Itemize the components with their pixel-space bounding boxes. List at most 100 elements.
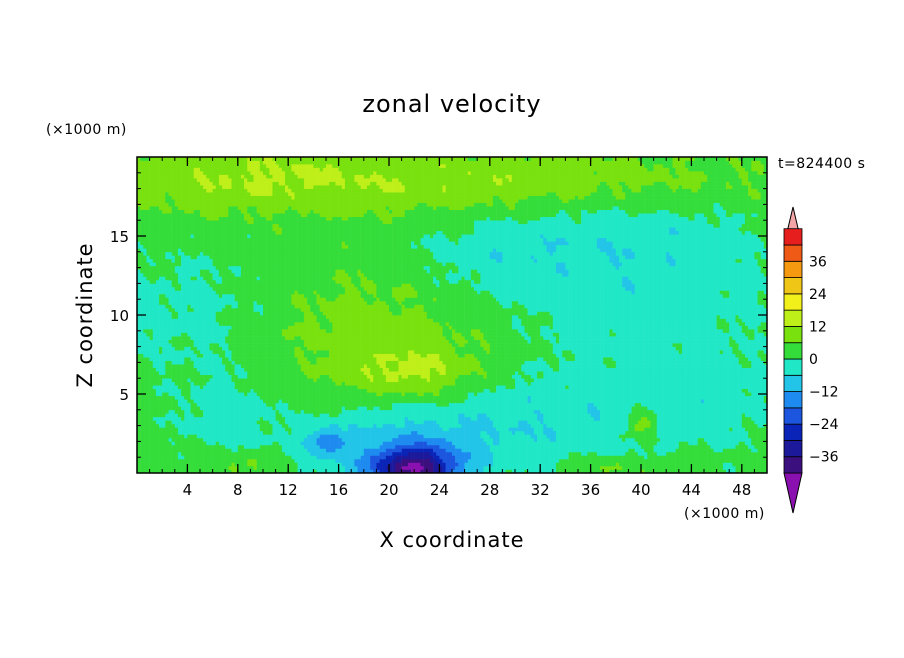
field-cell [650,448,653,452]
field-cell [575,410,578,414]
field-cell [591,403,594,407]
field-cell [748,399,751,403]
field-cell [572,462,575,466]
field-cell [285,452,288,456]
field-cell [408,431,411,435]
field-cell [238,438,241,442]
field-cell [219,466,222,470]
field-cell [565,413,568,417]
field-cell [389,445,392,449]
field-cell [587,385,590,389]
field-cell [323,438,326,442]
field-cell [572,455,575,459]
field-cell [531,466,534,470]
field-cell [487,452,490,456]
field-cell [663,445,666,449]
field-cell [191,385,194,389]
field-cell [449,399,452,403]
field-cell [247,396,250,400]
field-cell [704,420,707,424]
field-cell [402,452,405,456]
field-cell [600,452,603,456]
field-cell [329,462,332,466]
field-cell [584,448,587,452]
field-cell [713,462,716,466]
field-cell [502,417,505,421]
field-cell [282,434,285,438]
field-cell [673,399,676,403]
field-cell [758,399,761,403]
field-cell [191,455,194,459]
field-cell [269,462,272,466]
field-cell [247,445,250,449]
field-cell [411,438,414,442]
field-cell [439,455,442,459]
field-cell [235,396,238,400]
field-cell [550,462,553,466]
field-cell [616,462,619,466]
field-cell [572,420,575,424]
field-cell [493,385,496,389]
field-cell [159,396,162,400]
field-cell [641,403,644,407]
field-cell [600,424,603,428]
field-cell [484,389,487,393]
field-cell [537,431,540,435]
field-cell [191,441,194,445]
field-cell [329,431,332,435]
field-cell [203,455,206,459]
field-cell [250,420,253,424]
field-cell [578,424,581,428]
field-cell [263,399,266,403]
field-cell [191,452,194,456]
field-cell [295,462,298,466]
field-cell [414,448,417,452]
field-cell [720,385,723,389]
field-cell [569,417,572,421]
field-cell [543,459,546,463]
field-cell [348,389,351,393]
field-cell [203,413,206,417]
field-cell [506,438,509,442]
field-cell [685,466,688,470]
field-cell [203,431,206,435]
field-cell [317,424,320,428]
field-cell [411,417,414,421]
field-cell [235,459,238,463]
field-cell [238,424,241,428]
field-cell [710,417,713,421]
field-cell [405,410,408,414]
field-cell [650,431,653,435]
field-cell [487,399,490,403]
field-cell [288,459,291,463]
field-cell [414,413,417,417]
field-cell [282,452,285,456]
field-cell [534,427,537,431]
field-cell [279,392,282,396]
field-cell [562,420,565,424]
field-cell [150,392,153,396]
field-cell [758,455,761,459]
field-cell [584,452,587,456]
field-cell [247,389,250,393]
field-cell [641,459,644,463]
field-cell [197,441,200,445]
field-cell [342,410,345,414]
field-cell [606,389,609,393]
field-cell [591,385,594,389]
field-cell [682,406,685,410]
field-cell [534,445,537,449]
field-cell [203,406,206,410]
field-cell [335,455,338,459]
field-cell [191,389,194,393]
field-cell [313,459,316,463]
field-cell [178,385,181,389]
field-cell [754,417,757,421]
field-cell [446,420,449,424]
field-cell [150,452,153,456]
field-cell [556,466,559,470]
field-cell [480,417,483,421]
field-cell [742,441,745,445]
field-cell [351,441,354,445]
field-cell [698,438,701,442]
